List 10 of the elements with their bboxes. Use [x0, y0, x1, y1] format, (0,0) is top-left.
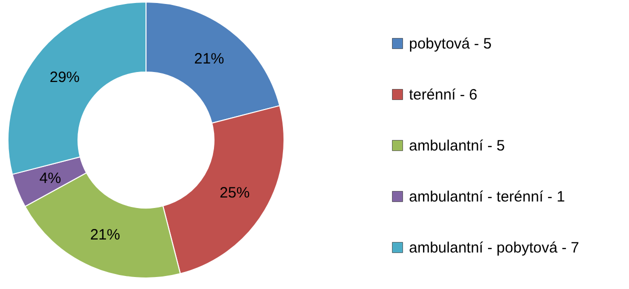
legend-label: terénní - 6	[409, 86, 478, 104]
data-label: 4%	[39, 170, 62, 187]
data-label: 29%	[50, 68, 80, 86]
data-label: 25%	[220, 184, 250, 202]
legend-label: ambulantní - terénní - 1	[409, 188, 565, 206]
data-label: 21%	[90, 226, 120, 244]
legend-label: ambulantní - pobytová - 7	[409, 240, 580, 256]
legend-label: ambulantní - 5	[409, 138, 505, 154]
data-label: 21%	[194, 50, 224, 68]
legend-label: pobytová - 5	[409, 36, 492, 52]
